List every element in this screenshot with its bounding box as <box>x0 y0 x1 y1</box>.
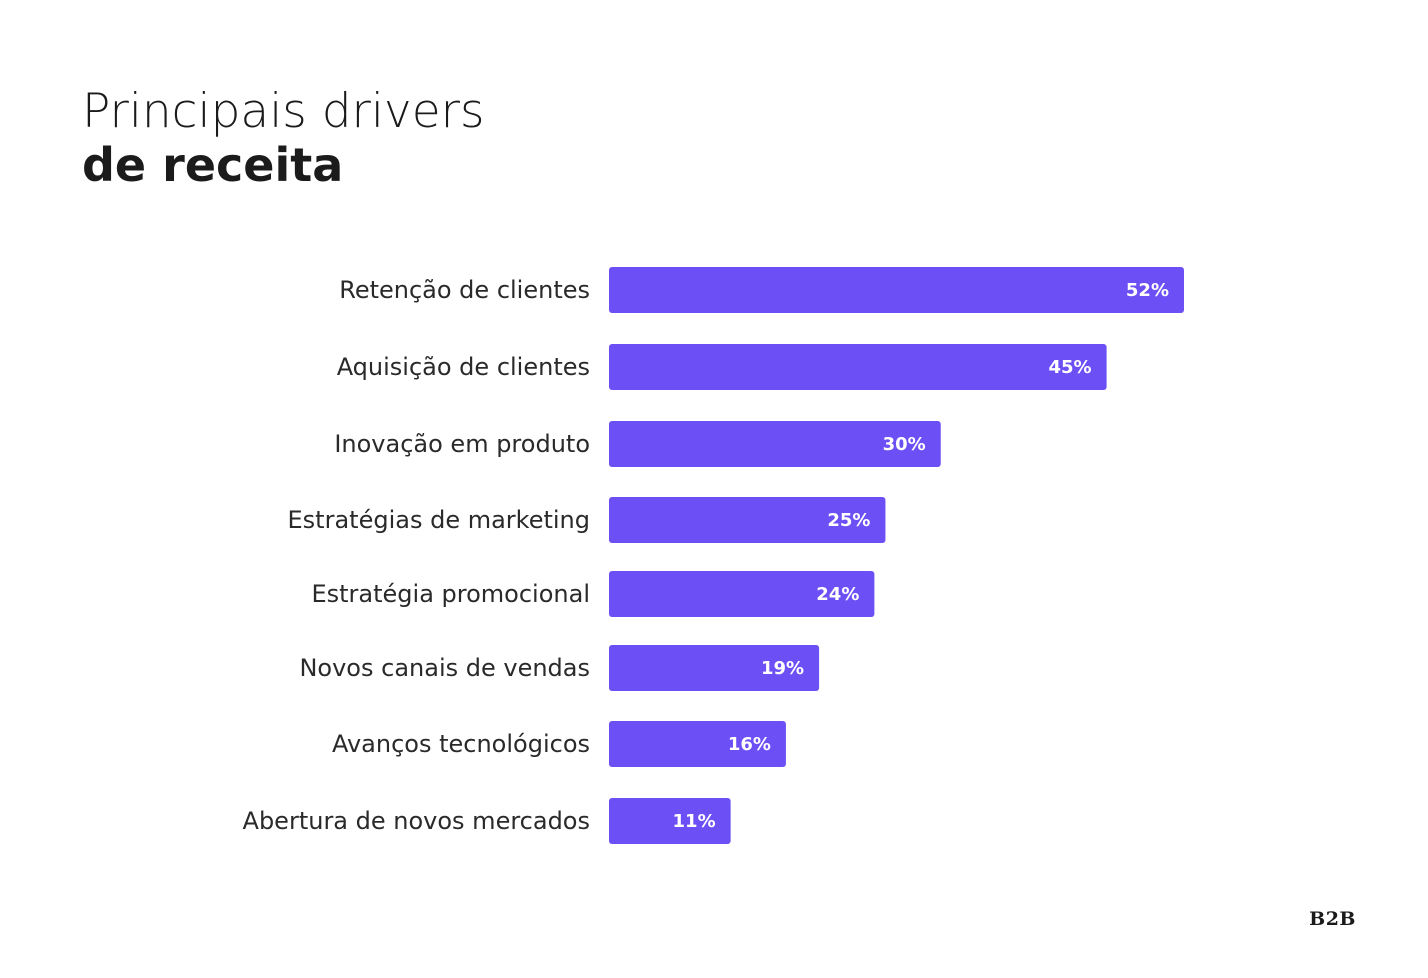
value-label-5: 19% <box>761 658 804 679</box>
bar-5 <box>609 645 820 691</box>
brand-logo: B2B <box>1309 908 1356 930</box>
value-label-6: 16% <box>728 734 771 755</box>
bar-0 <box>609 267 1184 313</box>
bar-1 <box>609 344 1107 390</box>
category-label-5: Novos canais de vendas <box>299 654 590 682</box>
value-label-0: 52% <box>1126 280 1169 301</box>
value-label-4: 24% <box>816 584 859 605</box>
bar-2 <box>609 421 941 467</box>
chart-title: Principais drivers de receita <box>82 84 484 190</box>
category-label-0: Retenção de clientes <box>339 276 590 304</box>
category-label-7: Abertura de novos mercados <box>243 807 590 835</box>
category-label-4: Estratégia promocional <box>311 580 590 608</box>
category-label-6: Avanços tecnológicos <box>332 730 590 758</box>
value-label-7: 11% <box>673 811 716 832</box>
bar-3 <box>609 497 886 543</box>
value-label-3: 25% <box>827 510 870 531</box>
value-label-1: 45% <box>1049 357 1092 378</box>
category-label-3: Estratégias de marketing <box>288 506 590 534</box>
category-label-1: Aquisição de clientes <box>337 353 590 381</box>
category-label-2: Inovação em produto <box>334 430 590 458</box>
chart-title-line2: de receita <box>82 138 344 192</box>
bar-6 <box>609 721 786 767</box>
bar-7 <box>609 798 731 844</box>
value-label-2: 30% <box>883 434 926 455</box>
bar-4 <box>609 571 875 617</box>
chart-title-line1: Principais drivers <box>82 84 485 139</box>
